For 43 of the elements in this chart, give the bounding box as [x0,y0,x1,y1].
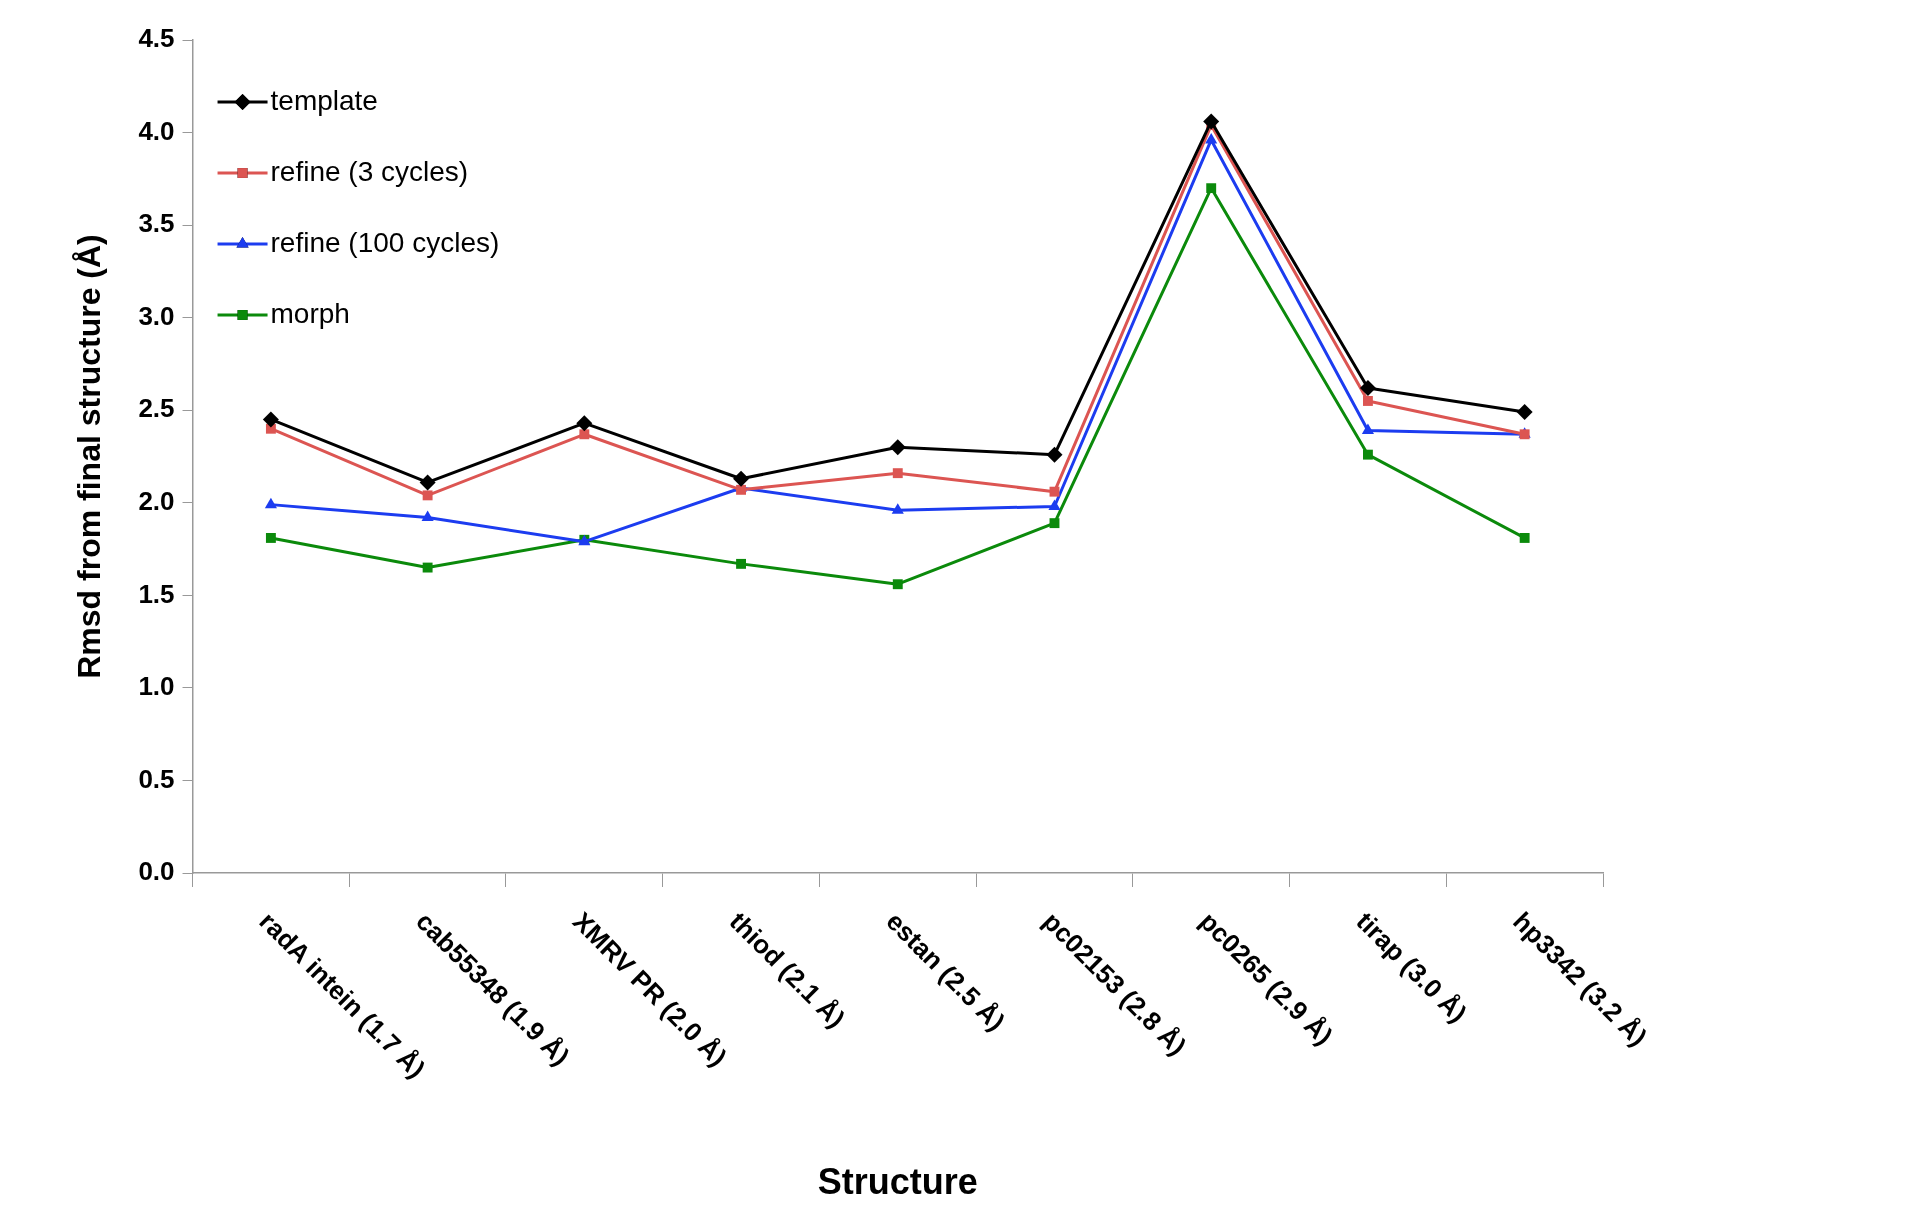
point [422,490,433,501]
point [1048,499,1061,510]
point [1206,183,1217,194]
point [576,415,593,432]
point [264,497,277,509]
point [1362,449,1373,460]
point [422,562,433,573]
point [265,533,276,543]
x-axis-title: Structure [817,1161,978,1203]
legend-label: refine (100 cycles) [270,226,500,258]
point [736,558,746,569]
y-tick-label: 1.5 [138,578,175,609]
point [892,468,903,479]
y-tick-label: 2.5 [138,393,175,424]
point [1519,533,1530,543]
point [1361,423,1374,435]
legend-label: refine (3 cycles) [270,155,469,187]
point [892,579,903,590]
legend-label: template [270,84,378,116]
y-tick-label: 0.0 [138,856,175,887]
y-tick-label: 0.5 [138,763,175,794]
point [733,470,750,487]
point [1516,404,1533,421]
point [1362,396,1373,406]
y-tick-label: 3.0 [138,300,175,331]
point [579,429,590,440]
point [421,510,434,522]
y-tick-label: 4.5 [138,23,175,54]
y-tick-label: 2.0 [138,485,175,516]
y-tick-label: 3.5 [138,208,175,239]
y-tick-label: 4.0 [138,115,175,146]
point [889,439,906,456]
point [262,411,279,428]
point [891,503,904,514]
point [1046,446,1063,463]
y-tick-label: 1.0 [138,671,175,702]
point [1049,486,1060,497]
point [419,474,436,491]
y-axis-title: Rmsd from final structure (Å) [71,234,108,679]
point [1049,518,1060,529]
point [736,484,746,495]
legend-label: morph [270,297,350,329]
point [1359,380,1376,397]
